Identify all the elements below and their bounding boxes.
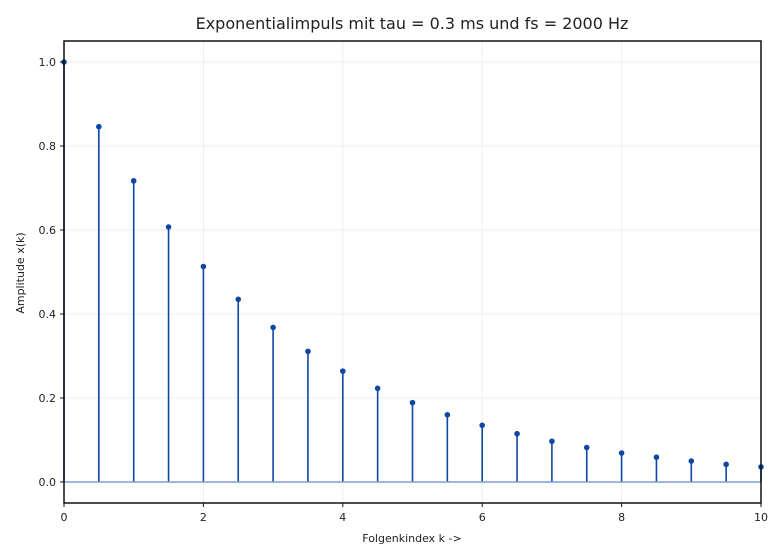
x-tick-label-3: 6 [479, 511, 486, 524]
x-tick-label-0: 0 [61, 511, 68, 524]
y-tick-label-3: 0.6 [39, 224, 57, 237]
chart-title: Exponentialimpuls mit tau = 0.3 ms und f… [196, 14, 629, 33]
x-tick-label-5: 10 [754, 511, 768, 524]
y-ticks: 0.0 0.2 0.4 0.6 0.8 1.0 [39, 56, 64, 489]
stem-marker-4 [200, 263, 207, 270]
stem-marker-15 [583, 444, 590, 451]
y-axis-label: Amplitude x(k) [14, 232, 27, 313]
plot-frame [63, 40, 762, 504]
stem-marker-19 [723, 461, 729, 468]
stem-marker-7 [305, 348, 311, 355]
stem-marker-8 [340, 368, 346, 374]
stem-marker-6 [270, 324, 276, 331]
stem-marker-5 [235, 296, 242, 303]
stem-marker-18 [688, 458, 695, 464]
x-axis-label: Folgenkindex k -> [362, 532, 461, 545]
y-tick-label-4: 0.8 [39, 140, 57, 153]
stem-marker-12 [479, 422, 486, 429]
stem-marker-14 [549, 438, 555, 445]
markers [61, 59, 764, 470]
stem-marker-17 [653, 454, 660, 461]
stem-marker-13 [514, 430, 520, 437]
stems [63, 62, 762, 483]
stem-marker-11 [444, 412, 451, 418]
y-tick-label-5: 1.0 [39, 56, 57, 69]
stem-marker-16 [618, 450, 625, 456]
x-tick-label-1: 2 [200, 511, 207, 524]
stem-marker-3 [165, 224, 172, 230]
stem-marker-1 [96, 123, 102, 130]
stem-marker-9 [374, 385, 381, 392]
y-tick-label-2: 0.4 [39, 308, 57, 321]
stem-marker-10 [409, 399, 416, 406]
x-tick-label-2: 4 [339, 511, 346, 524]
y-tick-label-0: 0.0 [39, 476, 57, 489]
x-ticks: 0 2 4 6 8 10 [61, 503, 768, 524]
stem-marker-2 [130, 178, 137, 184]
y-tick-label-1: 0.2 [39, 392, 57, 405]
x-tick-label-4: 8 [618, 511, 625, 524]
